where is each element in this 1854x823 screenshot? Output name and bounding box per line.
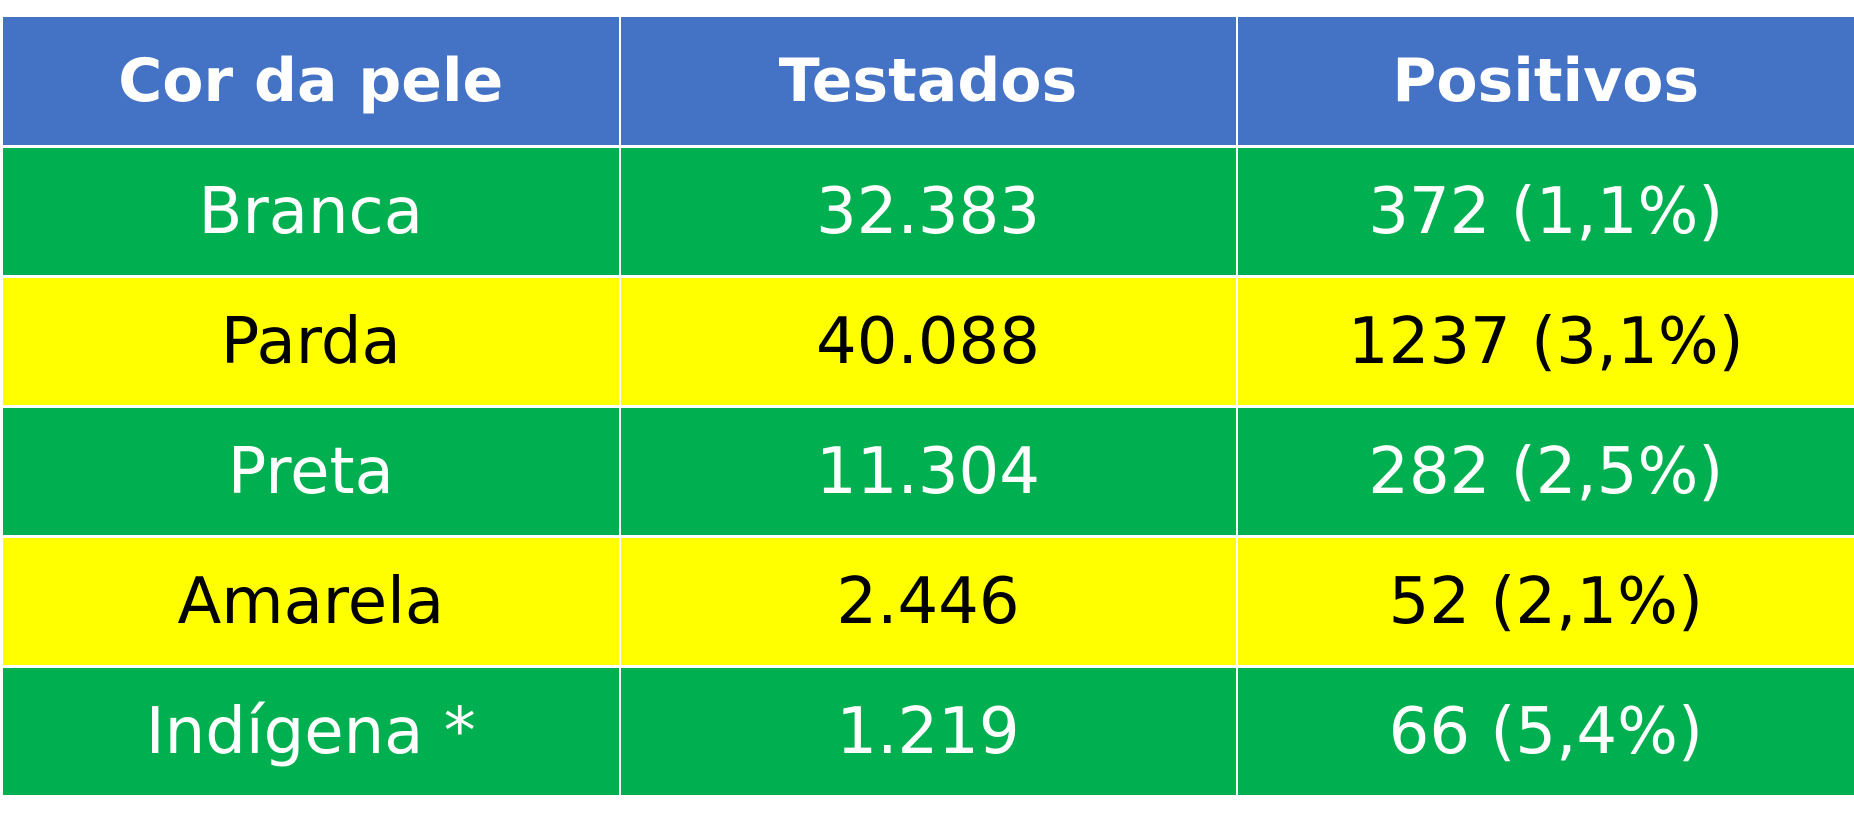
table-row: Indígena * 1.219 66 (5,4%)	[0, 665, 1854, 798]
cell-tested: 2.446	[618, 535, 1238, 668]
header-skin-color: Cor da pele	[0, 14, 621, 148]
table-row: Amarela 2.446 52 (2,1%)	[0, 535, 1854, 668]
data-table-container: Cor da pele Testados Positivos Branca 32…	[0, 14, 1854, 798]
header-tested: Testados	[618, 14, 1238, 148]
table-header-row: Cor da pele Testados Positivos	[0, 14, 1854, 148]
header-positive: Positivos	[1235, 14, 1854, 148]
cell-tested: 1.219	[618, 665, 1238, 798]
skin-color-test-table: Cor da pele Testados Positivos Branca 32…	[0, 14, 1854, 798]
cell-skin-color: Parda	[0, 275, 621, 408]
cell-skin-color: Indígena *	[0, 665, 621, 798]
cell-skin-color: Preta	[0, 405, 621, 538]
cell-skin-color: Amarela	[0, 535, 621, 668]
table-row: Preta 11.304 282 (2,5%)	[0, 405, 1854, 538]
cell-positive: 52 (2,1%)	[1235, 535, 1854, 668]
cell-positive: 1237 (3,1%)	[1235, 275, 1854, 408]
cell-tested: 32.383	[618, 145, 1238, 278]
cell-skin-color: Branca	[0, 145, 621, 278]
table-row: Parda 40.088 1237 (3,1%)	[0, 275, 1854, 408]
cell-positive: 66 (5,4%)	[1235, 665, 1854, 798]
cell-tested: 40.088	[618, 275, 1238, 408]
cell-positive: 282 (2,5%)	[1235, 405, 1854, 538]
cell-positive: 372 (1,1%)	[1235, 145, 1854, 278]
table-row: Branca 32.383 372 (1,1%)	[0, 145, 1854, 278]
cell-tested: 11.304	[618, 405, 1238, 538]
